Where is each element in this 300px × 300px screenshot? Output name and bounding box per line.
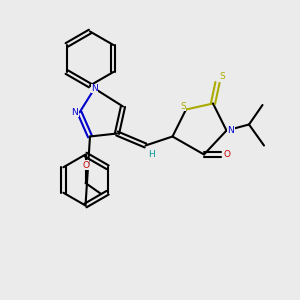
Text: S: S (180, 102, 186, 111)
Text: O: O (82, 160, 89, 169)
Text: H: H (148, 150, 155, 159)
Text: N: N (72, 108, 78, 117)
Text: N: N (228, 126, 234, 135)
Text: O: O (223, 150, 230, 159)
Text: N: N (91, 84, 98, 93)
Text: S: S (219, 72, 225, 81)
